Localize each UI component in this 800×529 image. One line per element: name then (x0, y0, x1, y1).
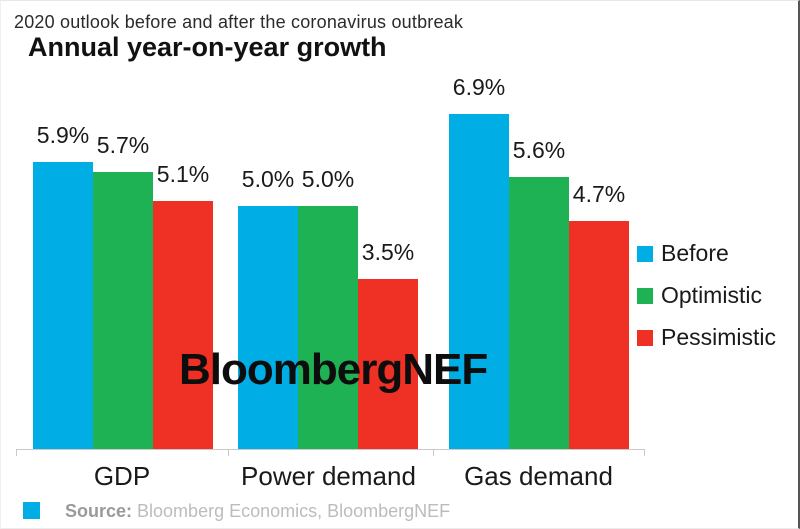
bar-value-label: 5.1% (156, 161, 210, 187)
bar-optimistic-gdp (93, 172, 153, 449)
legend-label: Optimistic (661, 282, 762, 308)
source-text: Source: Bloomberg Economics, BloombergNEF (65, 501, 450, 522)
legend-label: Pessimistic (661, 324, 777, 350)
source-value: Bloomberg Economics, BloombergNEF (137, 501, 451, 521)
watermark-bloombergnef: BloombergNEF (179, 345, 488, 394)
bar-value-label: 5.0% (241, 166, 295, 192)
bar-optimistic-power-demand (298, 206, 358, 449)
category-label-power-demand: Power demand (241, 461, 416, 491)
chart-legend: Before Optimistic Pessimistic (637, 240, 776, 366)
bar-value-label: 5.0% (301, 166, 355, 192)
chart-subtitle: 2020 outlook before and after the corona… (14, 12, 464, 32)
bar-value-label: 5.9% (36, 122, 90, 148)
source-footer: Source: Bloomberg Economics, BloombergNEF (1, 499, 798, 528)
optimistic-swatch-icon (637, 287, 653, 304)
bar-value-label: 6.9% (452, 74, 506, 100)
legend-item-before: Before (637, 240, 776, 267)
bar-before-gdp (33, 162, 93, 449)
source-label: Source: (65, 501, 133, 521)
bar-pessimistic-power-demand (358, 279, 418, 449)
legend-label: Before (661, 240, 729, 266)
x-axis-tick (16, 449, 17, 456)
bar-pessimistic-gas-demand (569, 221, 629, 449)
bloomberg-square-icon (23, 502, 40, 519)
legend-item-pessimistic: Pessimistic (637, 324, 776, 351)
bar-value-label: 4.7% (572, 181, 626, 207)
x-axis-line (16, 449, 644, 450)
x-axis-tick (433, 449, 434, 456)
bar-pessimistic-gdp (153, 201, 213, 449)
x-axis-tick (228, 449, 229, 456)
category-label-gas-demand: Gas demand (464, 461, 613, 491)
bar-before-gas-demand (449, 114, 509, 449)
bar-value-label: 5.7% (96, 132, 150, 158)
legend-item-optimistic: Optimistic (637, 282, 776, 309)
chart-title: Annual year-on-year growth (28, 32, 387, 62)
x-axis-tick (644, 449, 645, 456)
before-swatch-icon (637, 245, 653, 262)
category-label-gdp: GDP (93, 461, 151, 491)
bar-before-power-demand (238, 206, 298, 449)
pessimistic-swatch-icon (637, 329, 653, 346)
bar-optimistic-gas-demand (509, 177, 569, 449)
bar-value-label: 5.6% (512, 137, 566, 163)
bar-value-label: 3.5% (361, 239, 415, 265)
